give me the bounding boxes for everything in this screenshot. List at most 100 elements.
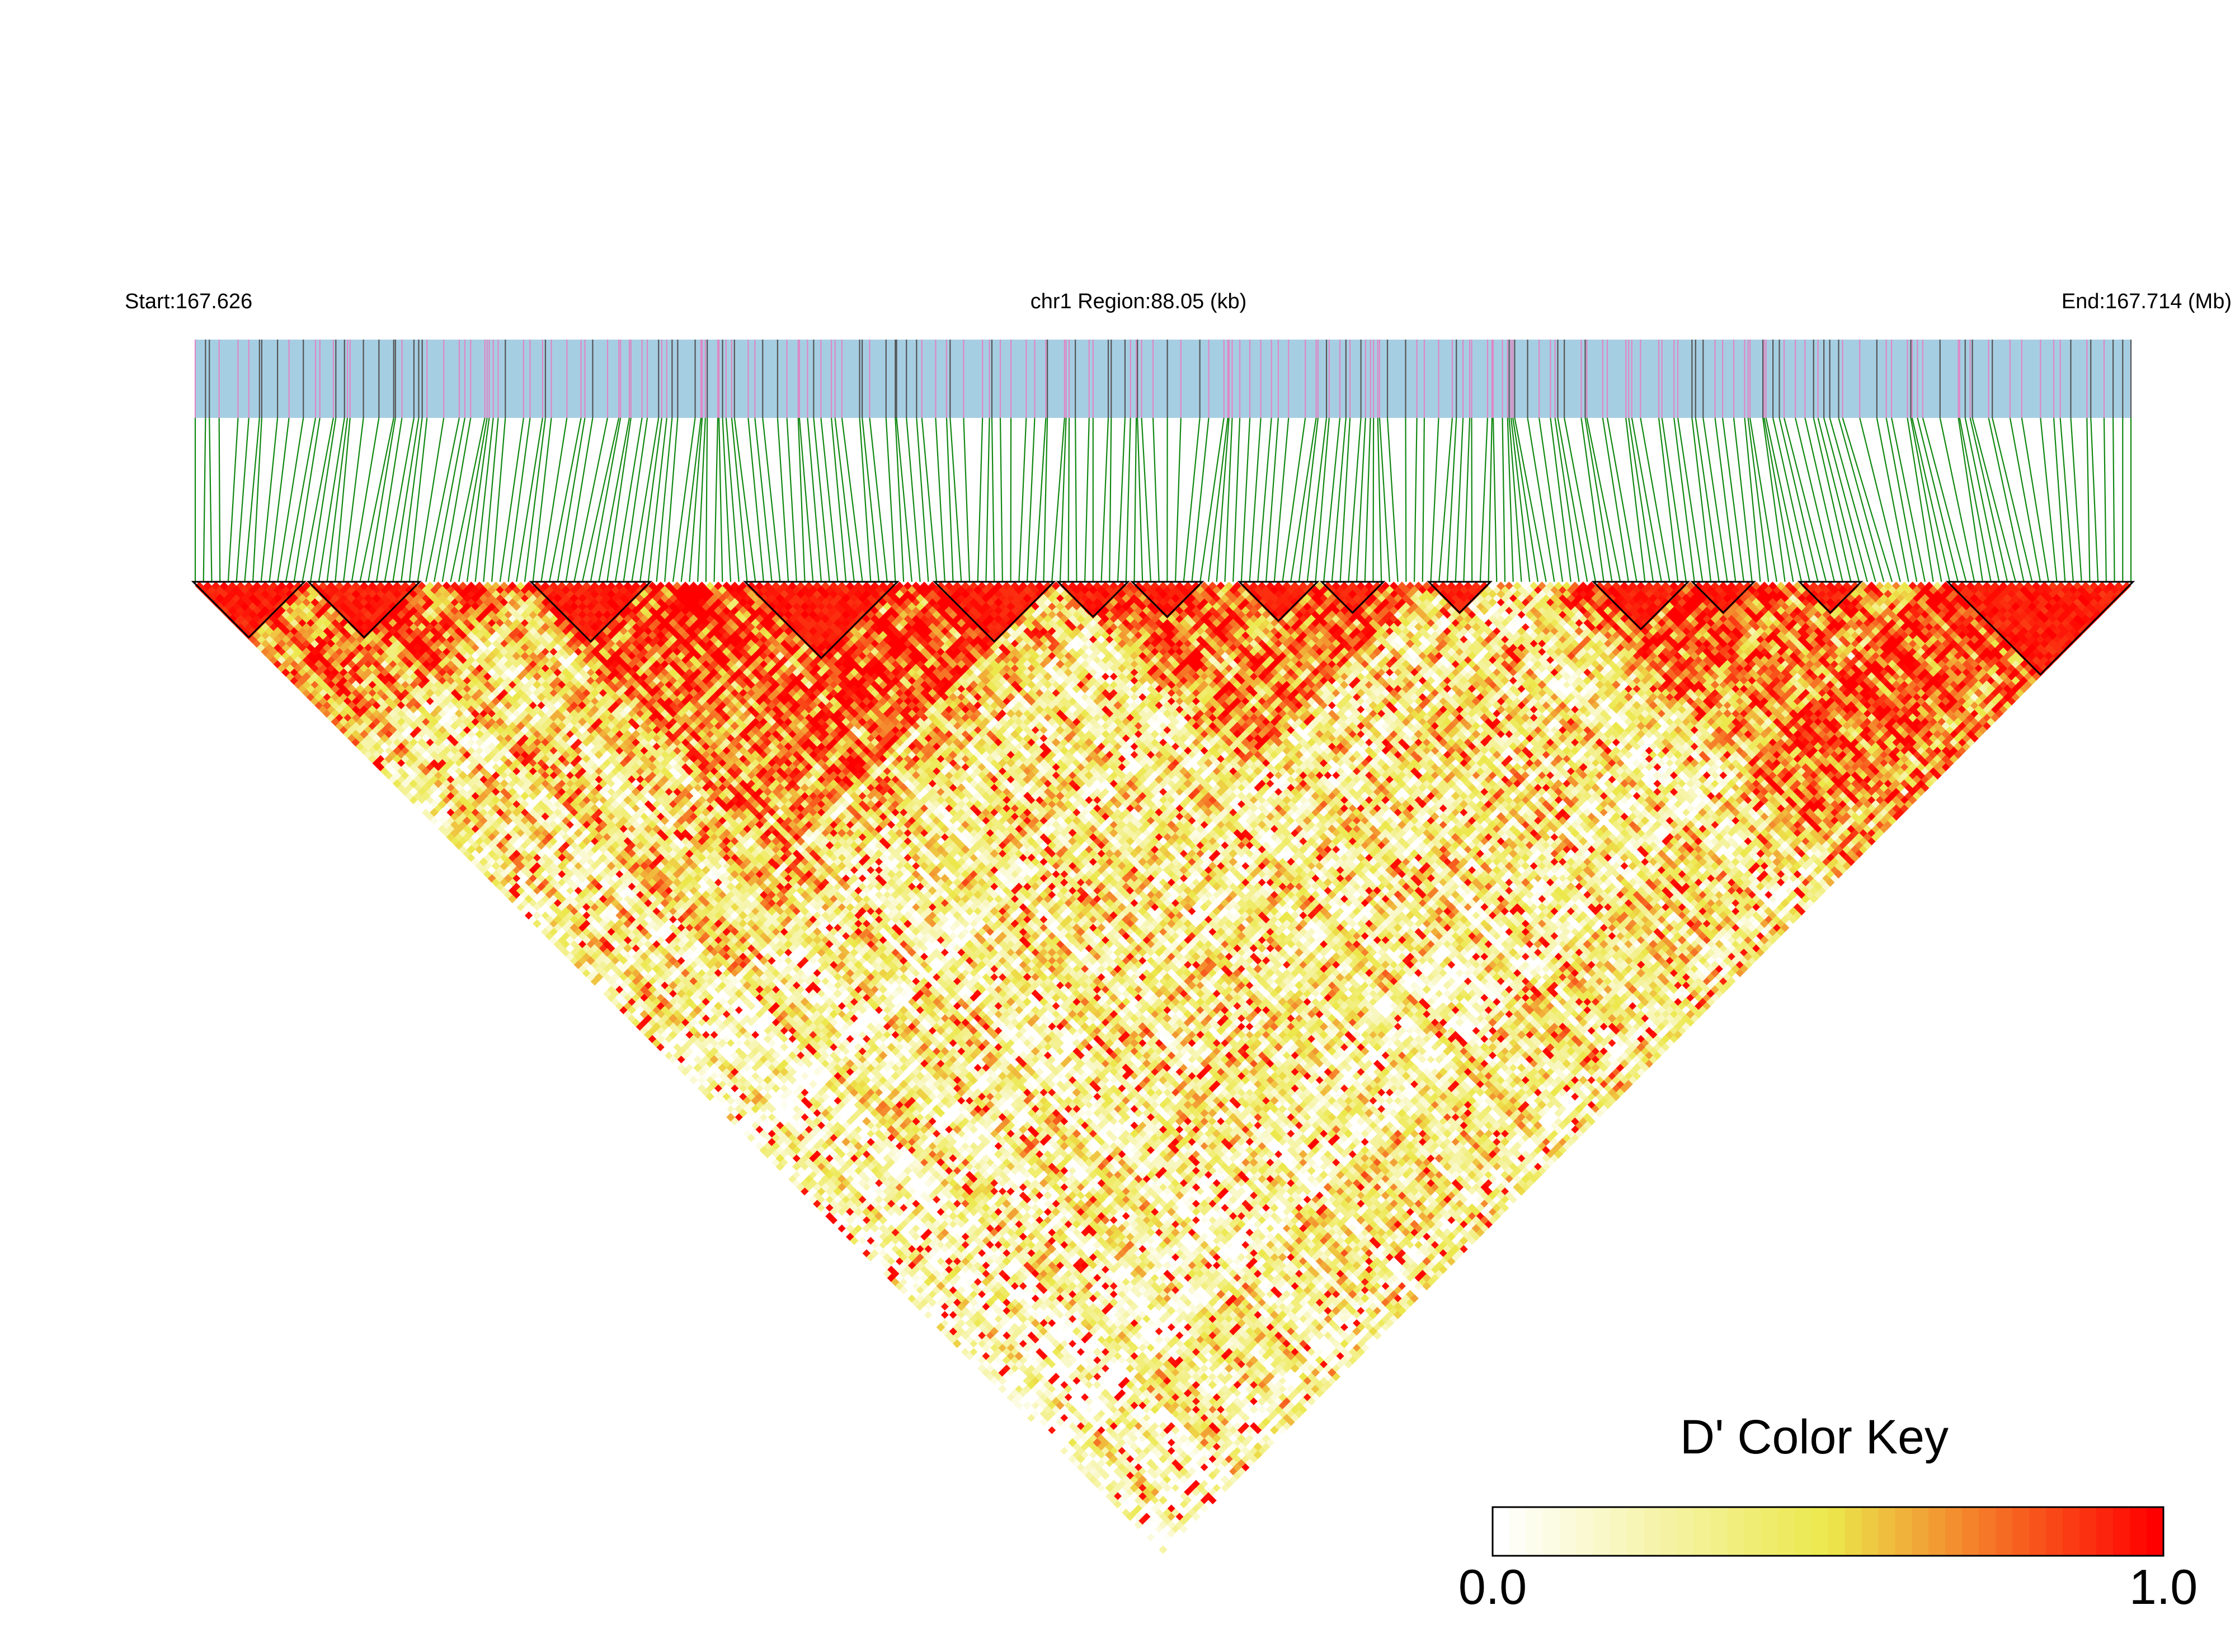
ld-block-outline [191,581,307,639]
snp-connector [639,417,662,582]
snp-connector [260,417,279,582]
snp-connector [1422,417,1425,582]
color-key-segment [1610,1507,1627,1556]
snp-connector [573,417,609,582]
snp-connector [697,417,706,582]
snp-connector [1823,417,1868,582]
snp-connector [1911,417,1951,582]
snp-connector [647,417,667,582]
snp-connector [218,417,221,582]
color-key-segment [1626,1507,1644,1556]
ld-block-outline [1591,581,1691,630]
snp-connector [1838,417,1885,582]
snp-connector [813,417,830,582]
snp-connector [1554,417,1580,582]
snp-connector [1331,417,1347,582]
snp-connector [1446,417,1457,582]
snp-connector [862,417,880,582]
color-key-segment [2046,1507,2063,1556]
snp-connector [293,417,321,582]
snp-connector [540,417,568,582]
color-key-segment [2147,1507,2164,1556]
snp-connector [1207,417,1229,582]
snp-connector [244,417,260,582]
snp-connector [1290,417,1317,582]
snp-connector [1405,417,1407,582]
snp-connector [1463,417,1471,582]
snp-connector [1306,417,1328,582]
snp-connector [1479,417,1489,582]
snp-connector [1232,417,1241,582]
snp-connector [1602,417,1629,582]
snp-connector [1917,417,1959,582]
snp-connector [375,417,403,582]
snp-connector [1829,417,1876,582]
snp-connector [1564,417,1597,582]
color-key-segment [1777,1507,1795,1556]
snp-connector [1386,417,1399,582]
snp-connector [277,417,304,582]
snp-connector [532,417,552,582]
snp-connector [885,417,896,582]
snp-connector [400,417,423,582]
snp-connector [725,417,740,582]
ld-cell-group [256,581,2008,1493]
snp-connector [731,417,748,582]
color-key-segment [1593,1507,1611,1556]
snp-connector-lines [194,417,2132,582]
color-key-segment [1811,1507,1829,1556]
snp-connector [733,417,756,582]
snp-connector [1744,417,1761,582]
snp-connector [991,417,995,582]
snp-connector [326,417,349,582]
color-key-segment [2012,1507,2030,1556]
snp-connector [1584,417,1613,582]
snp-connector [786,417,797,582]
snp-connector [417,417,445,582]
snp-connector [1580,417,1605,582]
snp-connector [1455,417,1464,582]
snp-connector [1273,417,1290,582]
snp-connector [209,417,213,582]
color-key-segment [2079,1507,2097,1556]
snp-connector [1026,417,1036,582]
snp-connector [335,417,351,582]
color-key-segment [2113,1507,2130,1556]
snp-connector [1507,417,1514,582]
color-key-segment [2096,1507,2114,1556]
snp-connector [977,417,984,582]
snp-connector [631,417,660,582]
color-key-segment [1693,1507,1711,1556]
snp-connector [1413,417,1418,582]
snp-connector [507,417,531,582]
snp-connector [1117,417,1126,582]
snp-connector [754,417,773,582]
snp-connector [1586,417,1621,582]
ld-block-outline [1056,581,1131,618]
snp-connector [1265,417,1279,582]
ld-heatmap-cells [195,581,2132,1554]
snp-connector [859,417,872,582]
snp-connector [1315,417,1330,582]
snp-connector [1763,417,1794,582]
color-key-segment [1542,1507,1560,1556]
gene-track-band [195,340,2131,418]
snp-connector [718,417,723,582]
snp-connector [1356,417,1366,582]
snp-connector [1492,417,1498,582]
snp-connector [896,417,913,582]
snp-connector [1240,417,1251,582]
color-key-segment [1660,1507,1678,1556]
end-position-label: End:167.714 (Mb) [2061,290,2232,313]
snp-connector [2040,417,2058,582]
snp-connector [499,417,525,582]
color-key-segment [1845,1507,1862,1556]
snp-connector [1964,417,2000,582]
region-label: chr1 Region:88.05 (kb) [1030,290,1247,313]
snp-connector [1488,417,1493,582]
snp-connector [368,417,396,582]
start-position-label: Start:167.626 [125,290,253,313]
color-key-segment [1861,1507,1879,1556]
snp-connector [2070,417,2082,582]
